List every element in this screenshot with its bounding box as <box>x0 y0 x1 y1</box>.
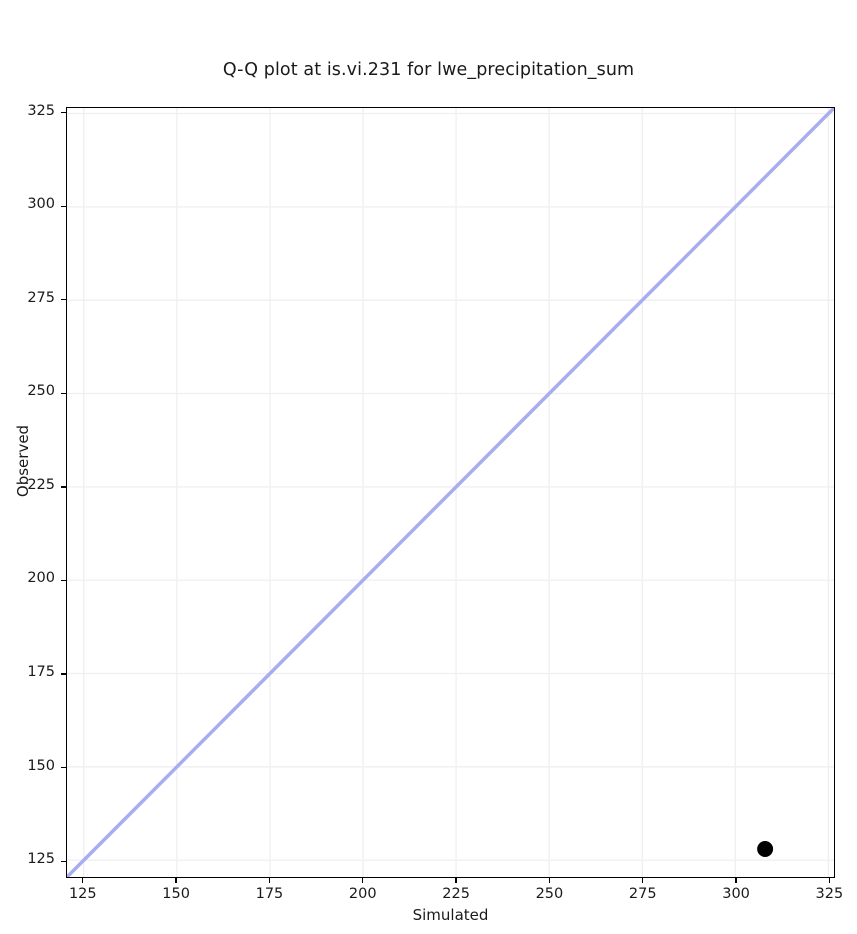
x-tick-mark <box>548 878 551 883</box>
y-tick-mark <box>61 111 66 114</box>
y-tick-mark <box>61 673 66 675</box>
x-tick-label: 125 <box>68 886 97 902</box>
x-tick-label: 225 <box>442 886 470 902</box>
y-tick-mark <box>61 860 66 862</box>
y-tick-mark <box>61 579 66 582</box>
x-tick-label: 175 <box>255 886 284 902</box>
y-tick-mark <box>61 205 66 207</box>
y-tick-mark <box>61 486 66 488</box>
y-tick-mark <box>61 392 66 394</box>
x-tick-mark <box>362 878 364 883</box>
x-axis-label: Simulated <box>412 906 489 924</box>
y-tick-label: 300 <box>27 196 55 213</box>
x-tick-mark <box>175 878 177 883</box>
x-tick-label: 325 <box>815 886 844 902</box>
y-tick-label: 125 <box>27 851 55 868</box>
x-tick-label: 250 <box>535 886 564 902</box>
y-tick-label: 175 <box>27 664 55 681</box>
y-tick-mark <box>61 766 66 769</box>
y-tick-label: 225 <box>27 476 55 493</box>
data-points-group <box>757 841 774 857</box>
plot-axes-area <box>66 107 835 878</box>
y-tick-label: 275 <box>27 289 55 306</box>
x-tick-mark <box>735 878 737 883</box>
x-tick-mark <box>828 878 831 883</box>
x-tick-label: 300 <box>722 886 750 902</box>
chart-title-line-1: Q-Q plot at is.vi.231 for lwe_precipitat… <box>222 60 635 80</box>
y-tick-label: 150 <box>27 757 55 774</box>
plot-canvas <box>67 108 834 877</box>
x-tick-mark <box>455 878 457 883</box>
y-tick-label: 250 <box>27 383 55 400</box>
x-tick-mark <box>82 878 84 883</box>
y-tick-label: 325 <box>27 102 55 119</box>
gridlines-group <box>67 108 834 877</box>
y-tick-label: 200 <box>27 570 55 587</box>
x-tick-mark <box>268 878 271 883</box>
y-tick-mark <box>61 299 66 301</box>
x-tick-label: 275 <box>628 886 657 902</box>
y-axis-label: Observed <box>14 424 32 498</box>
x-tick-mark <box>642 878 644 883</box>
reference-line-one-to-one-reference-line <box>67 108 834 877</box>
data-point-marker <box>757 841 774 857</box>
x-tick-label: 200 <box>348 886 377 902</box>
reference-line-group <box>67 108 834 877</box>
x-tick-label: 150 <box>162 886 190 902</box>
